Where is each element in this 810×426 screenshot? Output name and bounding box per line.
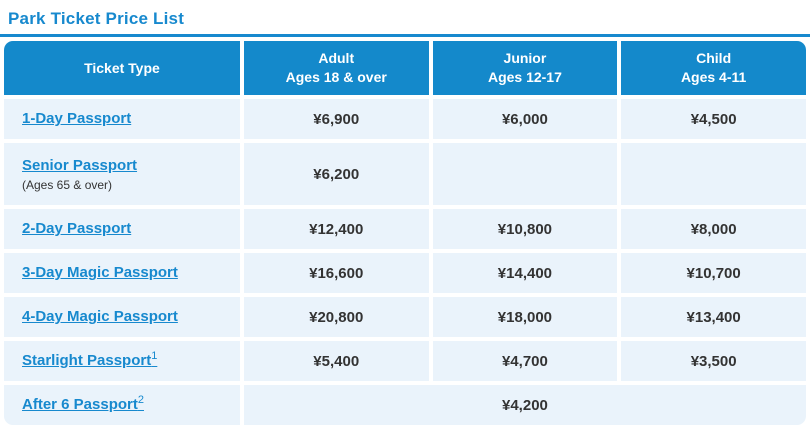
price-cell-junior: ¥4,700 [432, 341, 618, 381]
table-row: Senior Passport (Ages 65 & over) ¥6,200 [4, 143, 806, 205]
ticket-link-senior-passport[interactable]: Senior Passport [22, 156, 138, 174]
header-row: Ticket Type Adult Ages 18 & over Junior … [4, 41, 806, 95]
ticket-cell: 4-Day Magic Passport [4, 297, 240, 337]
ticket-link-4-day-magic-passport[interactable]: 4-Day Magic Passport [22, 308, 178, 325]
column-label: Ticket Type [84, 59, 160, 76]
price-cell-junior: ¥6,000 [432, 99, 618, 139]
price-cell-junior: ¥10,800 [432, 209, 618, 249]
ticket-cell: 3-Day Magic Passport [4, 253, 240, 293]
ticket-note: (Ages 65 & over) [22, 177, 113, 192]
column-header-junior: Junior Ages 12-17 [432, 41, 618, 95]
price-cell-child [621, 143, 806, 205]
ticket-link-3-day-magic-passport[interactable]: 3-Day Magic Passport [22, 264, 178, 281]
price-cell-junior [432, 143, 618, 205]
price-cell-child: ¥4,500 [621, 99, 806, 139]
ticket-link-after-6-passport[interactable]: After 6 Passport2 [22, 394, 144, 414]
column-header-child: Child Ages 4-11 [621, 41, 806, 95]
column-header-adult: Adult Ages 18 & over [243, 41, 429, 95]
price-cell-adult: ¥6,200 [243, 143, 429, 205]
table-row: After 6 Passport2 ¥4,200 [4, 385, 806, 425]
column-sublabel: Ages 4-11 [680, 69, 747, 85]
price-table: Ticket Type Adult Ages 18 & over Junior … [0, 37, 810, 426]
price-cell-junior: ¥14,400 [432, 253, 618, 293]
ticket-cell: After 6 Passport2 [4, 385, 240, 425]
ticket-cell: 2-Day Passport [4, 209, 240, 249]
table-row: 3-Day Magic Passport ¥16,600 ¥14,400 ¥10… [4, 253, 806, 293]
price-cell-adult: ¥12,400 [243, 209, 429, 249]
footnote-marker: 1 [151, 350, 158, 362]
price-cell-adult: ¥16,600 [243, 253, 429, 293]
column-sublabel: Ages 18 & over [285, 69, 387, 85]
ticket-link-1-day-passport[interactable]: 1-Day Passport [22, 110, 132, 127]
table-row: Starlight Passport1 ¥5,400 ¥4,700 ¥3,500 [4, 341, 806, 381]
column-header-ticket-type: Ticket Type [4, 41, 240, 95]
price-cell-child: ¥3,500 [621, 341, 806, 381]
column-sublabel: Ages 12-17 [487, 69, 562, 85]
page-title: Park Ticket Price List [0, 0, 810, 37]
ticket-cell: 1-Day Passport [4, 99, 240, 139]
column-label: Child [696, 50, 732, 66]
ticket-cell: Starlight Passport1 [4, 341, 240, 381]
price-cell-adult: ¥20,800 [243, 297, 429, 337]
price-cell-child: ¥10,700 [621, 253, 806, 293]
price-cell-junior: ¥18,000 [432, 297, 618, 337]
price-cell-child: ¥8,000 [621, 209, 806, 249]
price-cell-child: ¥13,400 [621, 297, 806, 337]
price-cell-adult: ¥5,400 [243, 341, 429, 381]
table-row: 2-Day Passport ¥12,400 ¥10,800 ¥8,000 [4, 209, 806, 249]
ticket-link-starlight-passport[interactable]: Starlight Passport1 [22, 350, 158, 370]
price-cell-merged: ¥4,200 [243, 385, 806, 425]
table-row: 1-Day Passport ¥6,900 ¥6,000 ¥4,500 [4, 99, 806, 139]
column-label: Adult [318, 50, 355, 66]
table-row: 4-Day Magic Passport ¥20,800 ¥18,000 ¥13… [4, 297, 806, 337]
column-label: Junior [503, 50, 547, 66]
price-cell-adult: ¥6,900 [243, 99, 429, 139]
footnote-marker: 2 [137, 394, 144, 406]
ticket-cell: Senior Passport (Ages 65 & over) [4, 143, 240, 205]
ticket-link-2-day-passport[interactable]: 2-Day Passport [22, 220, 132, 237]
